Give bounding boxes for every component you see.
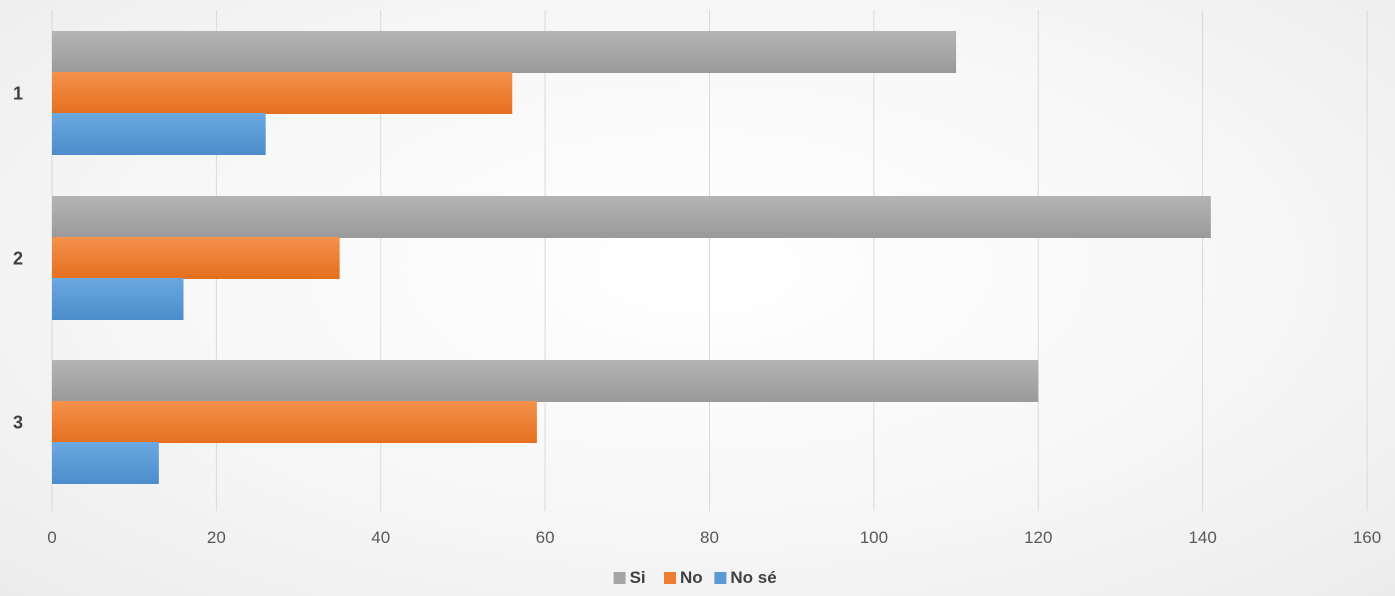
bar-no-sé-cat-2 [52,278,184,320]
bar-si-cat-1 [52,31,957,73]
bar-no-sé-cat-3 [52,442,159,484]
legend: Si No No sé [613,568,777,587]
legend-label-no: No [680,568,703,587]
legend-label-si: Si [630,568,646,587]
category-labels: 1 2 3 [13,84,23,433]
x-tick-label-60: 60 [536,528,555,547]
category-label-3: 3 [13,413,23,433]
x-tick-label-120: 120 [1024,528,1052,547]
legend-swatch-si [613,572,626,584]
legend-swatch-no [664,572,676,584]
bar-no-cat-3 [52,401,537,443]
bars [52,31,1211,484]
bar-no-cat-1 [52,72,513,114]
x-tick-label-0: 0 [47,528,56,547]
x-tick-label-40: 40 [371,528,390,547]
bar-no-cat-2 [52,237,340,279]
x-tick-label-20: 20 [207,528,226,547]
bar-si-cat-3 [52,360,1039,402]
x-tick-label-80: 80 [700,528,719,547]
bar-si-cat-2 [52,196,1211,238]
x-tick-label-160: 160 [1353,528,1381,547]
legend-label-no-sé: No sé [730,568,776,587]
category-label-1: 1 [13,84,23,104]
x-tick-label-140: 140 [1188,528,1216,547]
x-tick-label-100: 100 [860,528,888,547]
legend-swatch-no-sé [714,572,727,584]
category-label-2: 2 [13,249,23,269]
x-axis-ticks: 0 20 40 60 80 100 120 140 160 [47,528,1381,547]
bar-no-sé-cat-1 [52,113,266,155]
